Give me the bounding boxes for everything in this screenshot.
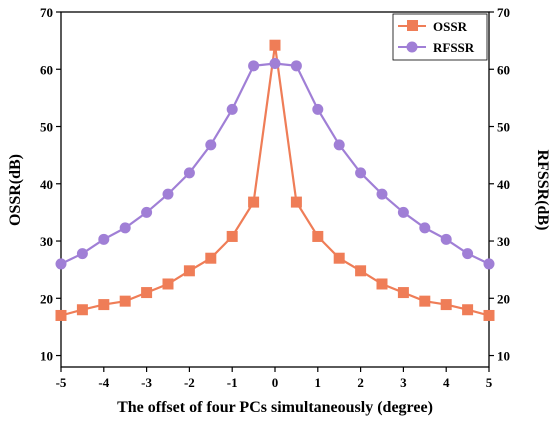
x-tick-label: -2 [184, 375, 195, 390]
y-tick-label-left: 50 [40, 120, 53, 135]
legend-label-rfssr: RFSSR [433, 40, 475, 55]
data-point-rfssr [162, 188, 174, 200]
data-point-ossr [462, 304, 474, 316]
data-point-ossr [76, 304, 88, 316]
data-point-rfssr [183, 167, 195, 179]
series-layer [55, 39, 495, 321]
x-tick-label: -4 [98, 375, 109, 390]
y-tick-label-right: 20 [497, 291, 510, 306]
data-point-rfssr [397, 206, 409, 218]
y-tick-label-right: 70 [497, 5, 510, 20]
x-tick-label: 4 [443, 375, 450, 390]
y-tick-label-left: 20 [40, 291, 53, 306]
data-point-rfssr [141, 206, 153, 218]
x-axis-title: The offset of four PCs simultaneously (d… [117, 399, 433, 416]
data-point-rfssr [376, 188, 388, 200]
y-tick-label-right: 50 [497, 120, 510, 135]
x-tick-label: 1 [315, 375, 322, 390]
data-point-rfssr [290, 60, 302, 72]
data-point-ossr [376, 278, 388, 290]
data-point-rfssr [55, 258, 67, 270]
x-tick-label: 2 [357, 375, 364, 390]
y-tick-label-left: 60 [40, 62, 53, 77]
data-point-rfssr [119, 222, 131, 234]
data-point-rfssr [419, 222, 431, 234]
data-point-rfssr [269, 58, 281, 70]
data-point-rfssr [333, 139, 345, 151]
series-line-ossr [60, 45, 490, 317]
y-axis-title-right: RFSSR(dB) [534, 150, 550, 231]
data-point-rfssr [98, 233, 110, 245]
data-point-ossr [162, 278, 174, 290]
y-tick-label-right: 10 [497, 349, 510, 364]
data-point-rfssr [76, 248, 88, 260]
data-point-rfssr [248, 60, 260, 72]
data-point-ossr [55, 309, 67, 321]
y-axis: 10 10 20 20 30 30 40 40 50 50 60 60 70 70 [40, 5, 510, 364]
y-tick-label-left: 40 [40, 177, 53, 192]
x-tick-label: -3 [141, 375, 152, 390]
data-point-rfssr [312, 103, 324, 115]
data-point-ossr [290, 196, 302, 208]
data-point-ossr [98, 299, 110, 311]
legend-marker-ossr [407, 20, 418, 31]
data-point-ossr [269, 39, 281, 51]
y-tick-label-right: 40 [497, 177, 510, 192]
data-point-ossr [119, 295, 131, 307]
x-tick-label: 3 [400, 375, 407, 390]
y-tick-label-left: 10 [40, 349, 53, 364]
data-point-ossr [355, 265, 367, 277]
data-point-ossr [183, 265, 195, 277]
data-point-rfssr [226, 103, 238, 115]
y-tick-label-left: 30 [40, 234, 53, 249]
data-point-ossr [248, 196, 260, 208]
data-point-ossr [333, 252, 345, 264]
y-tick-label-left: 70 [40, 5, 53, 20]
data-point-rfssr [440, 233, 452, 245]
data-point-ossr [483, 309, 495, 321]
x-tick-label: 0 [272, 375, 279, 390]
legend: OSSR RFSSR [392, 13, 488, 61]
x-tick-label: -1 [227, 375, 238, 390]
data-point-rfssr [205, 139, 217, 151]
y-axis-title-left: OSSR(dB) [7, 154, 24, 226]
y-tick-label-right: 60 [497, 62, 510, 77]
data-point-ossr [440, 299, 452, 311]
data-point-rfssr [355, 167, 367, 179]
data-point-ossr [312, 230, 324, 242]
data-point-ossr [397, 287, 409, 299]
data-point-rfssr [462, 248, 474, 260]
x-axis: -5 -4 -3 -2 -1 0 1 2 3 4 5 [56, 367, 493, 390]
data-point-ossr [419, 295, 431, 307]
x-tick-label: 5 [486, 375, 493, 390]
data-point-ossr [205, 252, 217, 264]
x-tick-label: -5 [56, 375, 67, 390]
data-point-ossr [226, 230, 238, 242]
data-point-ossr [141, 287, 153, 299]
legend-marker-rfssr [406, 41, 418, 53]
legend-label-ossr: OSSR [433, 19, 468, 34]
series-line-rfssr [60, 62, 490, 265]
data-point-rfssr [483, 258, 495, 270]
y-tick-label-right: 30 [497, 234, 510, 249]
